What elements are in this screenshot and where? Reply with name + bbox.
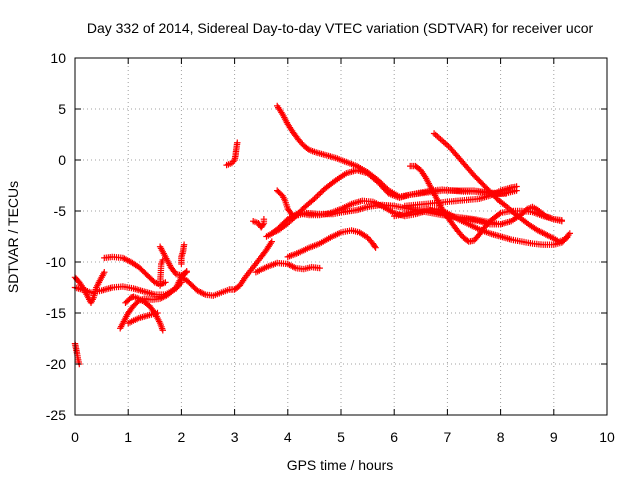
chart-title: Day 332 of 2014, Sidereal Day-to-day VTE…: [87, 20, 594, 36]
plot-area: [71, 102, 573, 368]
series-arc-22: [401, 183, 520, 210]
y-tick-label: 5: [58, 101, 66, 117]
x-tick-label: 0: [71, 429, 79, 445]
tick-labels: 0 1 2 3 4 5 6 7 8 9 10 -25 -20 -15 -10 -5 0 5 10: [46, 50, 615, 445]
axes: [74, 57, 608, 416]
y-tick-label: 10: [50, 50, 66, 66]
data-point-markers: [252, 259, 323, 276]
x-axis-label: GPS time / hours: [287, 457, 394, 473]
x-tick-label: 7: [444, 429, 452, 445]
y-tick-label: -5: [54, 203, 67, 219]
x-tick-label: 3: [231, 429, 239, 445]
data-point-markers: [223, 139, 241, 169]
series-arc-7: [125, 309, 161, 327]
x-tick-label: 8: [497, 429, 505, 445]
y-tick-label: 0: [58, 152, 66, 168]
series-arc-14: [252, 259, 323, 276]
data-point-markers: [178, 238, 275, 299]
series-arc-18: [274, 102, 510, 200]
x-tick-label: 2: [178, 429, 186, 445]
series-arc-21: [391, 203, 565, 228]
data-point-markers: [125, 309, 161, 327]
x-tick-label: 9: [550, 429, 558, 445]
y-axis-label: SDTVAR / TECUs: [5, 181, 21, 293]
data-point-markers: [401, 183, 520, 210]
series-arc-23: [430, 130, 573, 245]
data-point-markers: [250, 216, 268, 231]
y-tick-label: -10: [46, 254, 66, 270]
data-point-markers: [274, 102, 510, 200]
series-arc-11: [178, 238, 275, 299]
data-point-markers: [156, 256, 166, 289]
x-tick-label: 6: [390, 429, 398, 445]
x-tick-label: 4: [284, 429, 292, 445]
series-arc-10: [178, 241, 188, 268]
series-arc-5: [117, 268, 190, 332]
series-arc-19: [284, 227, 379, 261]
y-tick-label: -25: [46, 407, 66, 423]
data-point-markers: [156, 243, 190, 279]
data-point-markers: [430, 130, 573, 245]
series-arc-9: [156, 256, 166, 289]
series-arc-8: [156, 243, 190, 279]
y-tick-label: -20: [46, 356, 66, 372]
data-point-markers: [284, 227, 379, 261]
series-arc-13: [250, 216, 268, 231]
series-arc-12: [223, 139, 241, 169]
x-tick-label: 5: [337, 429, 345, 445]
data-point-markers: [178, 241, 188, 268]
y-tick-label: -15: [46, 305, 66, 321]
x-tick-label: 1: [124, 429, 132, 445]
data-point-markers: [117, 268, 190, 332]
x-tick-label: 10: [599, 429, 615, 445]
data-point-markers: [391, 203, 565, 228]
